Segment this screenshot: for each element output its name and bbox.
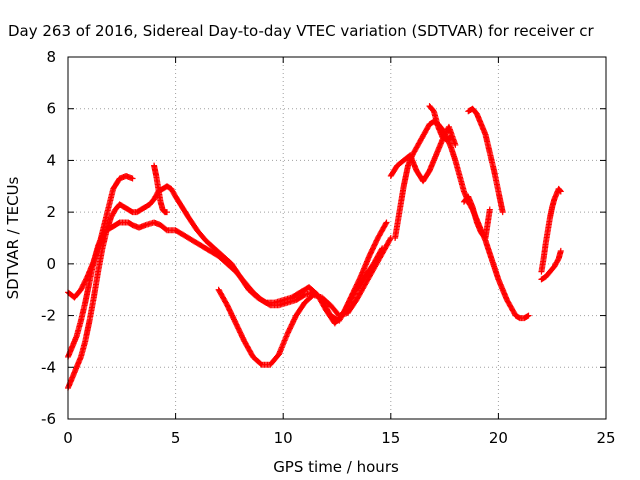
y-tick-label: 6	[46, 100, 56, 118]
data-series	[65, 183, 390, 391]
series-markers	[215, 235, 394, 368]
y-axis-label: SDTVAR / TECUs	[4, 176, 22, 299]
series-markers	[65, 219, 386, 360]
chart-title: Day 263 of 2016, Sidereal Day-to-day VTE…	[8, 22, 595, 40]
data-series	[215, 235, 394, 368]
data-series	[65, 172, 136, 301]
y-tick-label: 4	[46, 151, 56, 169]
series-markers	[151, 162, 170, 216]
x-tick-label: 5	[171, 429, 181, 447]
data-series	[426, 103, 455, 143]
y-tick-label: -6	[41, 410, 56, 428]
data-series	[465, 105, 506, 216]
y-tick-label: 8	[46, 48, 56, 66]
data-points-layer	[65, 103, 564, 391]
x-tick-label: 20	[489, 429, 508, 447]
data-series	[538, 185, 564, 275]
grid-layer	[68, 57, 606, 419]
x-tick-label: 25	[596, 429, 615, 447]
x-axis-label: GPS time / hours	[273, 458, 399, 476]
data-series	[392, 118, 532, 322]
series-markers	[460, 193, 493, 241]
y-tick-label: 0	[46, 255, 56, 273]
series-markers	[65, 172, 136, 301]
y-tick-label: -4	[41, 358, 56, 376]
y-tick-label: 2	[46, 203, 56, 221]
data-series	[538, 247, 564, 283]
series-markers	[538, 185, 564, 275]
y-tick-label: -2	[41, 307, 56, 325]
series-markers	[392, 118, 532, 322]
data-series	[65, 219, 386, 360]
series-markers	[65, 183, 390, 391]
series-markers	[538, 247, 564, 283]
x-tick-label: 15	[381, 429, 400, 447]
data-series	[151, 162, 170, 216]
plot-frame	[67, 56, 607, 420]
data-series	[460, 193, 493, 241]
x-tick-label: 10	[274, 429, 293, 447]
x-tick-label: 0	[63, 429, 73, 447]
ticks-layer: 0 5 10 15 20 25 -6 -4 -2 0 2 4 6 8	[41, 48, 616, 447]
series-markers	[465, 105, 506, 216]
series-markers	[426, 103, 455, 143]
